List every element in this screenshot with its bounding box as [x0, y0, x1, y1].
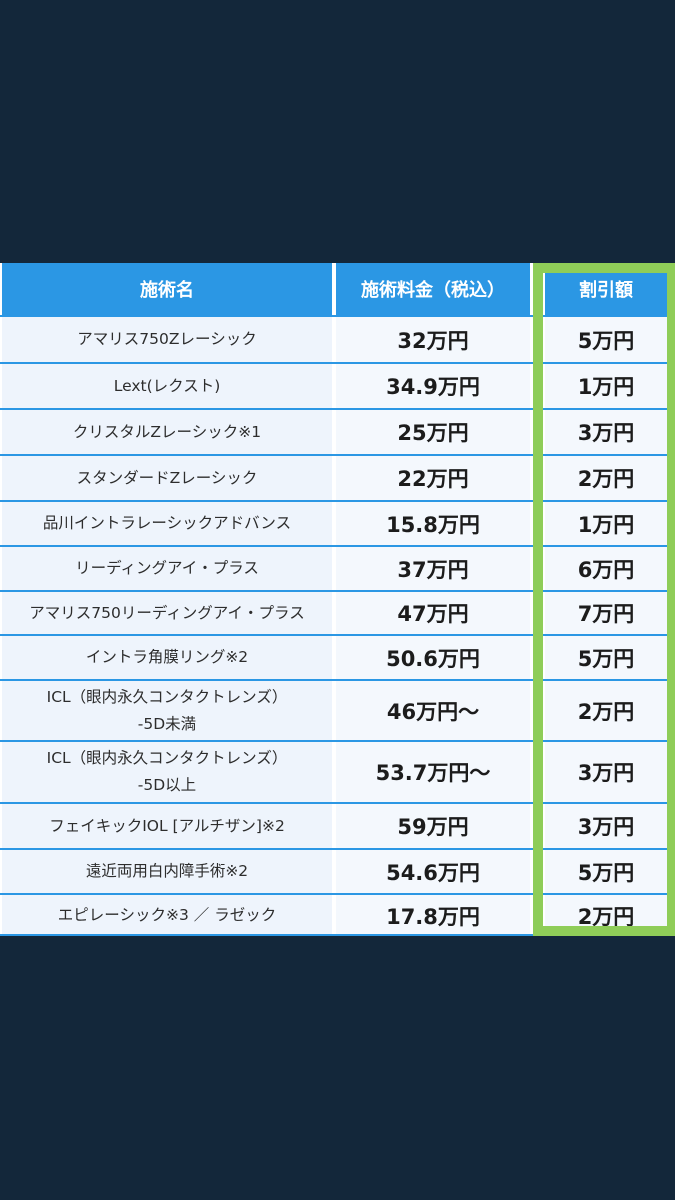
row-divider	[0, 545, 675, 547]
row-divider	[0, 679, 675, 681]
procedure-name-line: 品川イントラレーシックアドバンス	[42, 514, 292, 532]
procedure-price: 25万円	[336, 410, 530, 454]
procedure-price: 15.8万円	[336, 502, 530, 545]
procedure-name-line: 遠近両用白内障手術※2	[85, 862, 249, 880]
procedure-price: 54.6万円	[336, 850, 530, 893]
procedure-name: ICL（眼内永久コンタクトレンズ） -5D以上	[2, 742, 332, 802]
procedure-discount: 5万円	[545, 317, 667, 362]
row-divider	[0, 893, 675, 895]
procedure-price: 46万円〜	[336, 681, 530, 740]
row-divider	[0, 740, 675, 742]
row-divider	[0, 802, 675, 804]
row-divider	[0, 362, 675, 364]
table-row: ICL（眼内永久コンタクトレンズ） -5D未満 46万円〜 2万円	[0, 681, 675, 740]
procedure-price: 22万円	[336, 456, 530, 500]
procedure-name-line: ICL（眼内永久コンタクトレンズ）	[46, 749, 288, 767]
procedure-name-line: アマリス750Zレーシック	[77, 330, 257, 348]
row-divider	[0, 315, 675, 317]
procedure-name: スタンダードZレーシック	[2, 456, 332, 500]
header-price: 施術料金（税込）	[336, 263, 530, 315]
table-row: スタンダードZレーシック 22万円 2万円	[0, 456, 675, 500]
procedure-price: 47万円	[336, 592, 530, 634]
row-divider	[0, 590, 675, 592]
procedure-name: クリスタルZレーシック※1	[2, 410, 332, 454]
procedure-price: 17.8万円	[336, 895, 530, 936]
procedure-name-line: クリスタルZレーシック※1	[72, 422, 262, 441]
row-divider	[0, 934, 675, 936]
row-divider	[0, 848, 675, 850]
table-row: イントラ角膜リング※2 50.6万円 5万円	[0, 636, 675, 679]
procedure-name-line: イントラ角膜リング※2	[85, 648, 249, 666]
procedure-discount: 2万円	[545, 895, 667, 936]
procedure-discount: 3万円	[545, 804, 667, 848]
procedure-price: 50.6万円	[336, 636, 530, 679]
procedure-name: アマリス750Zレーシック	[2, 317, 332, 362]
procedure-name-line: スタンダードZレーシック	[76, 468, 258, 487]
procedure-name-line: -5D未満	[137, 714, 197, 733]
procedure-name-line: Lext(レクスト)	[113, 376, 221, 395]
procedure-price: 34.9万円	[336, 364, 530, 408]
procedure-price: 59万円	[336, 804, 530, 848]
table-row: クリスタルZレーシック※1 25万円 3万円	[0, 410, 675, 454]
procedure-discount: 3万円	[545, 742, 667, 802]
procedure-price: 32万円	[336, 317, 530, 362]
procedure-discount: 5万円	[545, 850, 667, 893]
table-row: ICL（眼内永久コンタクトレンズ） -5D以上 53.7万円〜 3万円	[0, 742, 675, 802]
price-table: 施術名 施術料金（税込） 割引額 アマリス750Zレーシック 32万円 5万円 Lext(レ…	[0, 263, 675, 936]
procedure-name: アマリス750リーディングアイ・プラス	[2, 592, 332, 634]
procedure-discount: 5万円	[545, 636, 667, 679]
procedure-discount: 2万円	[545, 681, 667, 740]
table-row: アマリス750Zレーシック 32万円 5万円	[0, 317, 675, 362]
procedure-discount: 7万円	[545, 592, 667, 634]
procedure-name-line: アマリス750リーディングアイ・プラス	[29, 603, 305, 622]
table-row: アマリス750リーディングアイ・プラス 47万円 7万円	[0, 592, 675, 634]
procedure-name: フェイキックIOL [アルチザン]※2	[2, 804, 332, 848]
procedure-name: リーディングアイ・プラス	[2, 547, 332, 590]
procedure-price: 53.7万円〜	[336, 742, 530, 802]
table-row: Lext(レクスト) 34.9万円 1万円	[0, 364, 675, 408]
row-divider	[0, 408, 675, 410]
row-divider	[0, 454, 675, 456]
table-row: 遠近両用白内障手術※2 54.6万円 5万円	[0, 850, 675, 893]
procedure-price: 37万円	[336, 547, 530, 590]
table-row: フェイキックIOL [アルチザン]※2 59万円 3万円	[0, 804, 675, 848]
row-divider	[0, 500, 675, 502]
procedure-name-line: フェイキックIOL [アルチザン]※2	[49, 816, 285, 835]
header-discount: 割引額	[545, 263, 667, 315]
table-row: 品川イントラレーシックアドバンス 15.8万円 1万円	[0, 502, 675, 545]
procedure-name: 遠近両用白内障手術※2	[2, 850, 332, 893]
procedure-name-line: リーディングアイ・プラス	[75, 559, 259, 577]
table-row: エピレーシック※3 ／ ラゼック 17.8万円 2万円	[0, 895, 675, 936]
procedure-name-line: ICL（眼内永久コンタクトレンズ）	[46, 687, 288, 706]
procedure-discount: 1万円	[545, 364, 667, 408]
procedure-name: イントラ角膜リング※2	[2, 636, 332, 679]
procedure-name: ICL（眼内永久コンタクトレンズ） -5D未満	[2, 681, 332, 740]
procedure-discount: 2万円	[545, 456, 667, 500]
procedure-name-line: -5D以上	[137, 776, 197, 794]
row-divider	[0, 634, 675, 636]
procedure-discount: 6万円	[545, 547, 667, 590]
procedure-name: エピレーシック※3 ／ ラゼック	[2, 895, 332, 936]
procedure-name: Lext(レクスト)	[2, 364, 332, 408]
table-header-row: 施術名 施術料金（税込） 割引額	[0, 263, 675, 315]
procedure-name-line: エピレーシック※3 ／ ラゼック	[57, 906, 277, 924]
header-procedure-name: 施術名	[2, 263, 332, 315]
procedure-discount: 1万円	[545, 502, 667, 545]
procedure-discount: 3万円	[545, 410, 667, 454]
table-row: リーディングアイ・プラス 37万円 6万円	[0, 547, 675, 590]
procedure-name: 品川イントラレーシックアドバンス	[2, 502, 332, 545]
